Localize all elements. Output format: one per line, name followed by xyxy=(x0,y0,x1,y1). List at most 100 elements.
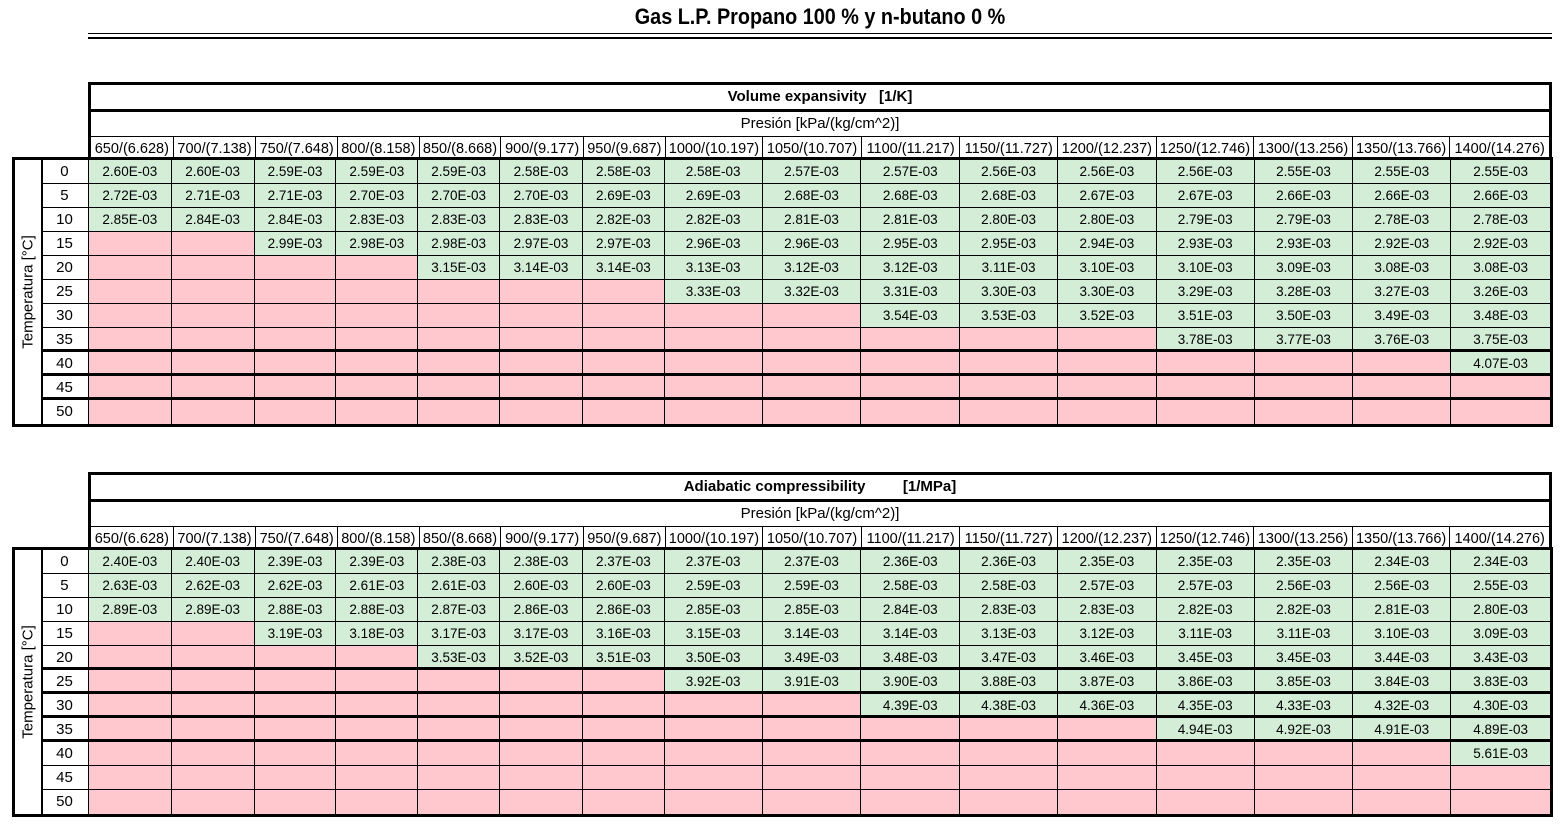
empty-cell xyxy=(664,718,763,739)
value-cell: 2.82E-03 xyxy=(582,208,665,231)
table-row: 20 3.53E-03 3.52E-03 3.51E-03 3.50E-03 3.49E-… xyxy=(41,646,1550,670)
empty-cell xyxy=(418,400,501,424)
empty-cell xyxy=(1057,400,1157,424)
empty-cell xyxy=(1353,400,1452,424)
value-cell: 2.99E-03 xyxy=(254,232,337,255)
title-underline xyxy=(88,33,1552,39)
pressure-column-header: 1000/(10.197) xyxy=(666,527,764,551)
value-cell: 2.85E-03 xyxy=(762,598,862,621)
value-cell: 2.58E-03 xyxy=(664,160,763,183)
empty-cell xyxy=(254,352,337,373)
empty-cell xyxy=(88,304,172,327)
empty-cell xyxy=(254,328,337,349)
value-cell: 2.83E-03 xyxy=(960,598,1058,621)
temperature-row-label: 10 xyxy=(41,598,89,621)
pressure-column-header: 1200/(12.237) xyxy=(1058,527,1157,551)
value-cell: 2.69E-03 xyxy=(664,184,763,207)
empty-cell xyxy=(171,400,255,424)
value-cell: 3.14E-03 xyxy=(582,256,665,279)
temperature-row-label: 20 xyxy=(41,256,89,279)
value-cell: 3.76E-03 xyxy=(1353,328,1452,349)
empty-cell xyxy=(582,670,665,691)
empty-cell xyxy=(171,280,255,303)
value-cell: 3.77E-03 xyxy=(1254,328,1354,349)
pressure-column-header: 1100/(11.217) xyxy=(862,527,961,551)
value-cell: 2.63E-03 xyxy=(88,574,172,597)
value-cell: 3.13E-03 xyxy=(960,622,1058,645)
empty-cell xyxy=(500,376,583,397)
value-cell: 2.35E-03 xyxy=(1156,550,1255,573)
empty-cell xyxy=(336,742,419,765)
temperature-row-label: 50 xyxy=(41,790,89,814)
value-cell: 2.68E-03 xyxy=(960,184,1058,207)
value-cell: 2.55E-03 xyxy=(1254,160,1354,183)
value-cell: 2.95E-03 xyxy=(861,232,961,255)
empty-cell xyxy=(418,790,501,814)
empty-cell xyxy=(1451,766,1550,789)
empty-cell xyxy=(861,766,961,789)
value-cell: 2.86E-03 xyxy=(582,598,665,621)
empty-cell xyxy=(418,280,501,303)
value-cell: 3.51E-03 xyxy=(1156,304,1255,327)
temperature-row-label: 40 xyxy=(41,352,89,373)
value-cell: 3.28E-03 xyxy=(1254,280,1354,303)
temperature-row-label: 15 xyxy=(41,232,89,255)
empty-cell xyxy=(418,670,501,691)
value-cell: 2.55E-03 xyxy=(1451,574,1550,597)
pressure-column-header: 950/(9.687) xyxy=(584,527,666,551)
empty-cell xyxy=(762,328,862,349)
temperature-row-label: 35 xyxy=(41,328,89,349)
empty-cell xyxy=(664,400,763,424)
value-cell: 2.66E-03 xyxy=(1451,184,1550,207)
empty-cell xyxy=(960,376,1058,397)
value-cell: 2.59E-03 xyxy=(664,574,763,597)
table-title: Volume expansivity [1/K] xyxy=(91,85,1549,112)
empty-cell xyxy=(960,352,1058,373)
value-cell: 2.82E-03 xyxy=(1254,598,1354,621)
empty-cell xyxy=(582,376,665,397)
value-cell: 3.91E-03 xyxy=(762,670,862,691)
pressure-column-header: 850/(8.668) xyxy=(420,527,502,551)
empty-cell xyxy=(171,256,255,279)
empty-cell xyxy=(1156,766,1255,789)
value-cell: 2.58E-03 xyxy=(861,574,961,597)
data-grid: 0 2.40E-03 2.40E-03 2.39E-03 2.39E-03 2.38E-0… xyxy=(41,550,1550,814)
value-cell: 2.72E-03 xyxy=(88,184,172,207)
pressure-column-header: 650/(6.628) xyxy=(91,527,174,551)
value-cell: 2.88E-03 xyxy=(336,598,419,621)
value-cell: 3.49E-03 xyxy=(1353,304,1452,327)
value-cell: 2.71E-03 xyxy=(254,184,337,207)
volume-expansivity-table: Volume expansivity [1/K] Presión [kPa/(kg… xyxy=(12,82,1553,427)
empty-cell xyxy=(88,352,172,373)
value-cell: 3.49E-03 xyxy=(762,646,862,667)
value-cell: 2.78E-03 xyxy=(1353,208,1452,231)
empty-cell xyxy=(88,694,172,715)
page-title: Gas L.P. Propano 100 % y n-butano 0 % xyxy=(634,4,1006,29)
value-cell: 2.37E-03 xyxy=(664,550,763,573)
value-cell: 2.57E-03 xyxy=(1156,574,1255,597)
empty-cell xyxy=(171,670,255,691)
value-cell: 2.67E-03 xyxy=(1156,184,1255,207)
value-cell: 3.43E-03 xyxy=(1451,646,1550,667)
value-cell: 3.11E-03 xyxy=(1156,622,1255,645)
table-row: 45 xyxy=(41,766,1550,790)
empty-cell xyxy=(500,352,583,373)
empty-cell xyxy=(336,790,419,814)
value-cell: 2.57E-03 xyxy=(861,160,961,183)
table-header: Adiabatic compressibility [1/MPa] Presión… xyxy=(88,472,1552,553)
table-row: 35 4.94E-03 4.92E-03 4.91E-03 4.89E-03 xyxy=(41,718,1550,742)
empty-cell xyxy=(664,742,763,765)
value-cell: 2.85E-03 xyxy=(664,598,763,621)
value-cell: 2.86E-03 xyxy=(500,598,583,621)
value-cell: 3.52E-03 xyxy=(500,646,583,667)
empty-cell xyxy=(171,718,255,739)
empty-cell xyxy=(418,742,501,765)
value-cell: 3.29E-03 xyxy=(1156,280,1255,303)
table-row: 30 4.39E-03 4.38E-03 4.36E-03 4.35E-03 4.33E-… xyxy=(41,694,1550,718)
empty-cell xyxy=(171,328,255,349)
empty-cell xyxy=(418,718,501,739)
table-row: 20 3.15E-03 3.14E-03 3.14E-03 3.13E-03 3.12E-… xyxy=(41,256,1550,280)
value-cell: 2.83E-03 xyxy=(336,208,419,231)
value-cell: 3.92E-03 xyxy=(664,670,763,691)
empty-cell xyxy=(418,304,501,327)
